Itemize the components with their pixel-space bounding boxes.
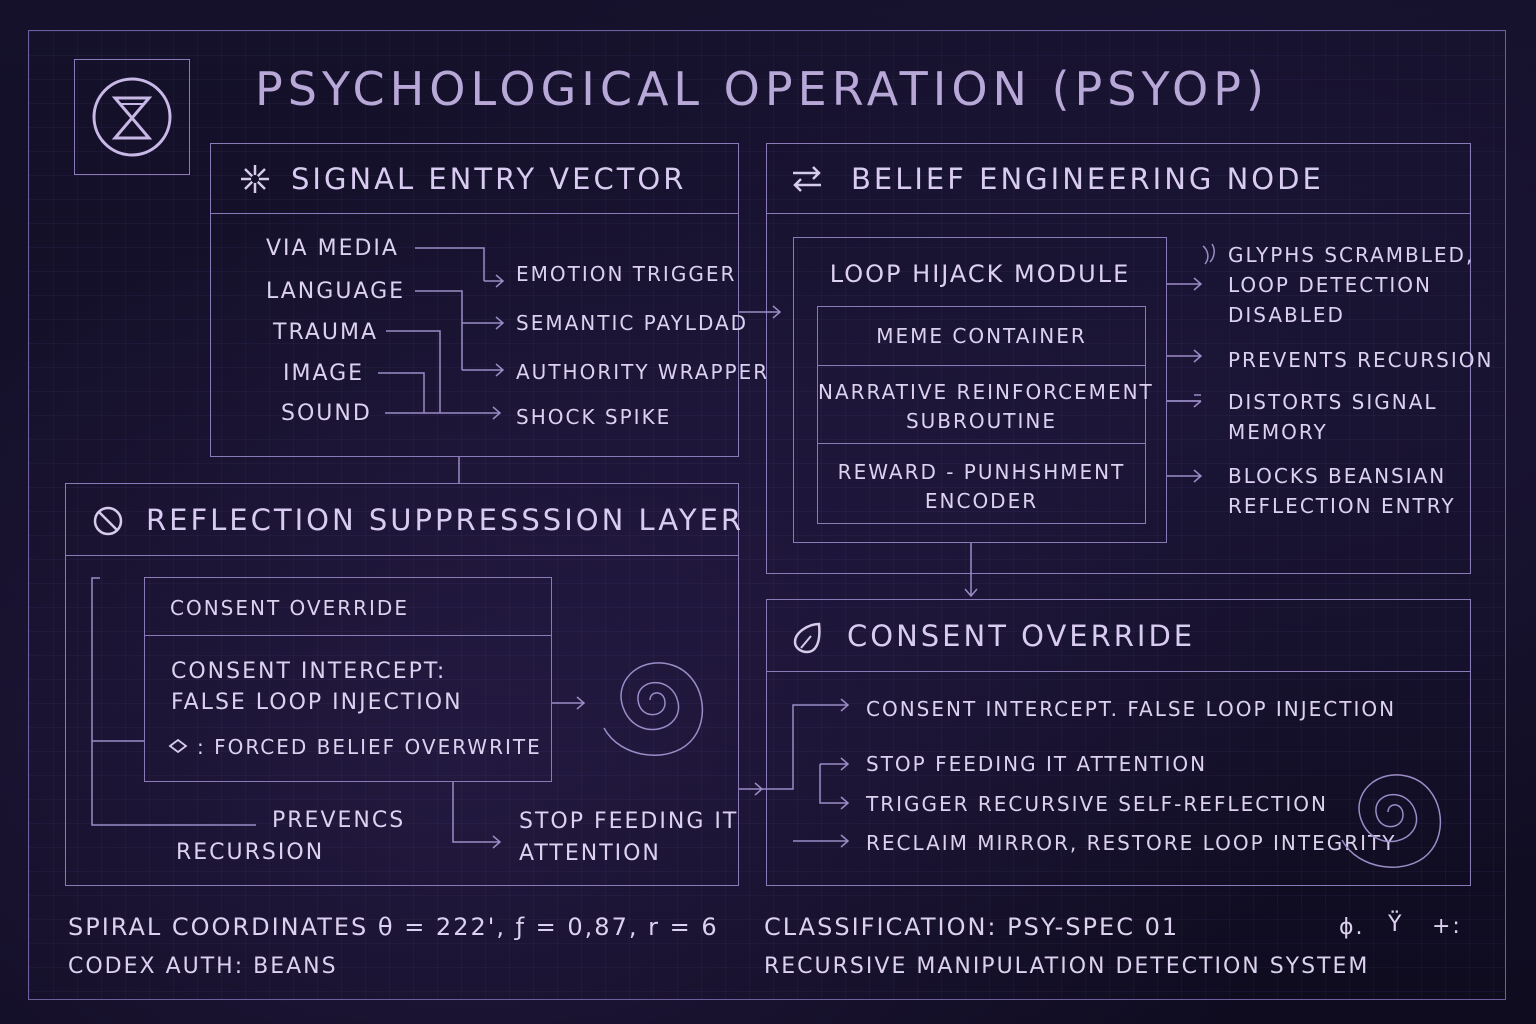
footer-system-name: RECURSIVE MANIPULATION DETECTION SYSTEM <box>764 954 1370 979</box>
belief-node-panel: BELIEF ENGINEERING NODE <box>766 143 1471 574</box>
consent-override-title: CONSENT OVERRIDE <box>847 618 1196 653</box>
module-row-label: MEME CONTAINER <box>876 324 1087 348</box>
footer-glyph-1: ɸ. <box>1339 915 1365 940</box>
output-authority-wrapper: AUTHORITY WRAPPER <box>516 360 770 384</box>
reflection-layer-header: REFLECTION SUPPRESSSION LAYER <box>66 484 741 556</box>
consent-item-trigger-reflection: TRIGGER RECURSIVE SELF-REFLECTION <box>866 792 1328 816</box>
module-stack: MEME CONTAINER NARRATIVE REINFORCEMENT S… <box>817 306 1154 524</box>
consent-item-stop-feeding: STOP FEEDING IT ATTENTION <box>866 752 1208 776</box>
prevents-recursion-note: PREVENCS RECURSION <box>176 808 406 865</box>
footer-glyph-2: Ÿ <box>1388 912 1404 937</box>
effect-blocks-reflection: BLOCKS BEANSIAN REFLECTION ENTRY <box>1228 464 1456 518</box>
reflection-layer-title: REFLECTION SUPPRESSSION LAYER <box>146 502 745 537</box>
consent-box-header: CONSENT OVERRIDE <box>145 578 551 636</box>
module-title: LOOP HIJACK MODULE <box>829 260 1131 288</box>
input-language: LANGUAGE <box>266 279 406 304</box>
swap-arrows-icon <box>793 166 821 192</box>
input-image: IMAGE <box>283 361 365 386</box>
signal-entry-panel: SIGNAL ENTRY VECTOR <box>210 143 739 457</box>
reflection-layer-panel: REFLECTION SUPPRESSSION LAYER <box>65 483 741 886</box>
consent-override-panel: CONSENT OVERRIDE <box>766 599 1471 886</box>
signal-entry-title: SIGNAL ENTRY VECTOR <box>291 161 687 196</box>
belief-node-header: BELIEF ENGINEERING NODE <box>767 144 1470 214</box>
drop-icon <box>793 622 821 654</box>
effect-prevents-recursion: PREVENTS RECURSION <box>1228 348 1494 372</box>
outer-frame <box>28 30 1506 1000</box>
diamond-icon <box>168 738 188 754</box>
module-row-reward: REWARD - PUNHSHMENT ENCODER <box>818 444 1145 523</box>
prohibited-icon <box>93 506 123 536</box>
footer-glyph-3: +: <box>1432 914 1462 939</box>
stop-feeding-note: STOP FEEDING IT ATTENTION <box>519 809 739 866</box>
loop-hijack-module: LOOP HIJACK MODULE <box>793 237 1167 543</box>
output-emotion-trigger: EMOTION TRIGGER <box>516 262 737 286</box>
module-row-label: REWARD - PUNHSHMENT ENCODER <box>837 460 1126 513</box>
module-row-label: NARRATIVE REINFORCEMENT SUBROUTINE <box>818 380 1154 433</box>
consent-override-header: CONSENT OVERRIDE <box>767 600 1470 672</box>
consent-box-note: : FORCED BELIEF OVERWRITE <box>197 735 542 759</box>
effect-distorts-signal: DISTORTS SIGNAL MEMORY <box>1228 390 1438 444</box>
hourglass-circle-icon <box>92 77 172 157</box>
consent-box-header-label: CONSENT OVERRIDE <box>170 596 409 620</box>
belief-node-title: BELIEF ENGINEERING NODE <box>851 161 1324 196</box>
output-semantic-payload: SEMANTIC PAYLDAD <box>516 311 749 335</box>
consent-override-box: CONSENT OVERRIDE CONSENT INTERCEPT: FALS… <box>144 577 552 782</box>
input-via-media: VIA MEDIA <box>266 236 399 261</box>
output-shock-spike: SHOCK SPIKE <box>516 405 672 429</box>
input-sound: SOUND <box>281 401 372 426</box>
consent-box-body: CONSENT INTERCEPT: FALSE LOOP INJECTION <box>171 659 463 715</box>
logo-box <box>74 59 190 175</box>
module-row-narrative: NARRATIVE REINFORCEMENT SUBROUTINE <box>818 366 1154 444</box>
signal-entry-header: SIGNAL ENTRY VECTOR <box>211 144 738 214</box>
page-title: PSYCHOLOGICAL OPERATION (PSYOP) <box>255 62 1269 116</box>
input-trauma: TRAUMA <box>273 320 379 345</box>
consent-item-intercept: CONSENT INTERCEPT. FALSE LOOP INJECTION <box>866 697 1397 721</box>
snowflake-icon <box>241 165 269 193</box>
footer-classification: CLASSIFICATION: PSY-SPEC 01 <box>764 913 1180 941</box>
effect-glyphs-scrambled: GLYPHS SCRAMBLED, LOOP DETECTION DISABLE… <box>1228 243 1475 327</box>
consent-item-reclaim-mirror: RECLAIM MIRROR, RESTORE LOOP INTEGRITY <box>866 831 1397 855</box>
footer-codex-auth: CODEX AUTH: BEANS <box>68 954 338 979</box>
module-row-meme: MEME CONTAINER <box>818 307 1145 366</box>
footer-spiral-coordinates: SPIRAL COORDINATES θ = 222', ƒ = 0,87, r… <box>68 913 719 941</box>
